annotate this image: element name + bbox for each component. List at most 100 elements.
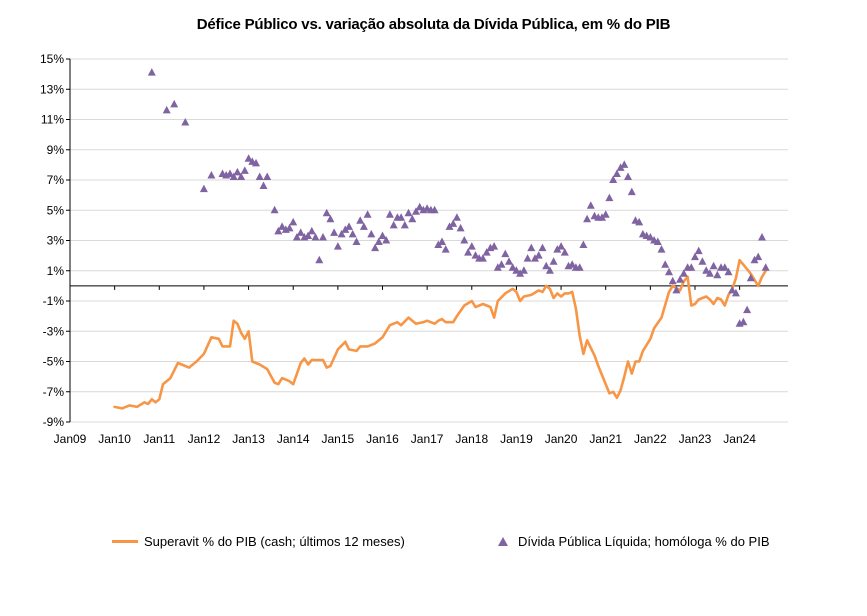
y-tick-label: 5% [47, 203, 65, 217]
debt-marker [661, 260, 670, 268]
debt-marker [609, 175, 618, 183]
debt-marker [240, 166, 249, 174]
debt-marker [333, 242, 342, 250]
debt-marker [601, 210, 610, 218]
x-tick-label: Jan12 [188, 432, 221, 446]
debt-marker [568, 260, 577, 268]
debt-marker [252, 158, 260, 167]
legend-line-swatch [112, 540, 138, 543]
debt-marker [743, 305, 752, 314]
x-tick-label: Jan21 [589, 432, 622, 446]
debt-marker [359, 222, 368, 230]
legend-item-debt[interactable]: Dívida Pública Líquida; homóloga % do PI… [498, 534, 770, 549]
debt-marker [512, 266, 521, 274]
debt-marker [731, 288, 740, 297]
y-tick-label: -7% [43, 385, 65, 399]
debt-marker [586, 201, 595, 209]
debt-marker [147, 68, 156, 76]
debt-marker [415, 202, 424, 211]
debt-marker [445, 222, 454, 230]
debt-marker [319, 233, 327, 241]
debt-marker [583, 214, 592, 223]
debt-marker [412, 207, 420, 215]
legend-item-surplus[interactable]: Superavit % do PIB (cash; últimos 12 mes… [112, 534, 405, 549]
debt-marker [624, 172, 632, 180]
debt-marker [263, 172, 272, 180]
x-tick-label: Jan15 [322, 432, 355, 446]
debt-marker [560, 248, 569, 256]
debt-marker [653, 237, 662, 245]
debt-marker [233, 167, 242, 176]
debt-marker [229, 172, 238, 180]
debt-marker [181, 118, 190, 126]
debt-marker [315, 255, 324, 264]
debt-marker [482, 248, 491, 256]
debt-marker [397, 213, 406, 221]
debt-marker [657, 245, 666, 253]
debt-marker [441, 245, 450, 253]
debt-marker [490, 242, 499, 250]
debt-marker [255, 172, 264, 180]
debt-marker [434, 240, 443, 248]
debt-marker [330, 228, 339, 236]
debt-marker [337, 229, 346, 238]
debt-marker [345, 222, 353, 230]
debt-marker [668, 276, 677, 285]
debt-marker [501, 249, 510, 258]
surplus-line [113, 258, 767, 410]
legend: Superavit % do PIB (cash; últimos 12 mes… [0, 534, 867, 554]
y-tick-label: 13% [40, 82, 64, 96]
debt-marker [460, 236, 469, 244]
y-tick-label: -5% [43, 355, 65, 369]
debt-marker [508, 263, 517, 271]
y-tick-label: -9% [43, 415, 65, 429]
debt-marker [292, 233, 301, 241]
debt-marker [713, 270, 722, 279]
debt-marker [523, 254, 532, 262]
debt-marker [691, 252, 699, 261]
debt-marker [311, 233, 320, 241]
debt-marker [326, 214, 335, 223]
debt-marker [478, 254, 487, 262]
debt-marker [274, 226, 283, 235]
x-tick-label: Jan11 [143, 432, 175, 446]
x-tick-label: Jan24 [723, 432, 756, 446]
debt-marker [527, 243, 536, 252]
debt-marker [531, 254, 539, 262]
debt-marker [404, 208, 413, 217]
debt-marker [646, 233, 655, 241]
debt-marker [382, 236, 391, 244]
y-tick-label: 7% [47, 173, 65, 187]
debt-marker [750, 255, 759, 264]
debt-marker [464, 248, 473, 256]
x-tick-label: Jan09 [54, 432, 87, 446]
debt-marker [575, 263, 584, 271]
axes [66, 58, 788, 423]
y-tick-label: 3% [47, 234, 65, 248]
y-tick-label: 15% [40, 52, 64, 66]
x-tick-label: Jan16 [366, 432, 399, 446]
surplus-series [113, 258, 767, 410]
debt-marker [452, 213, 461, 221]
debt-marker [400, 220, 409, 229]
debt-marker [296, 228, 305, 236]
debt-marker [758, 233, 766, 241]
debt-marker [538, 243, 547, 252]
debt-marker [162, 105, 171, 114]
debt-marker [352, 237, 361, 245]
debt-marker [672, 285, 681, 294]
debt-marker [278, 222, 287, 230]
debt-marker [471, 251, 480, 259]
x-tick-label: Jan17 [411, 432, 444, 446]
debt-marker [259, 181, 268, 189]
y-tick-label: 9% [47, 143, 65, 157]
debt-marker [207, 171, 216, 179]
debt-marker [519, 266, 528, 274]
y-tick-label: -3% [43, 324, 65, 338]
debt-marker [598, 213, 606, 221]
debt-marker [408, 214, 417, 223]
tick-labels: 15% 13% 11% 9% 7% 5% 3% 1% -1% -3% -5% -7% -9% Jan09 J… [40, 52, 756, 446]
debt-marker [199, 184, 208, 193]
y-tick-label: 11% [41, 113, 64, 127]
